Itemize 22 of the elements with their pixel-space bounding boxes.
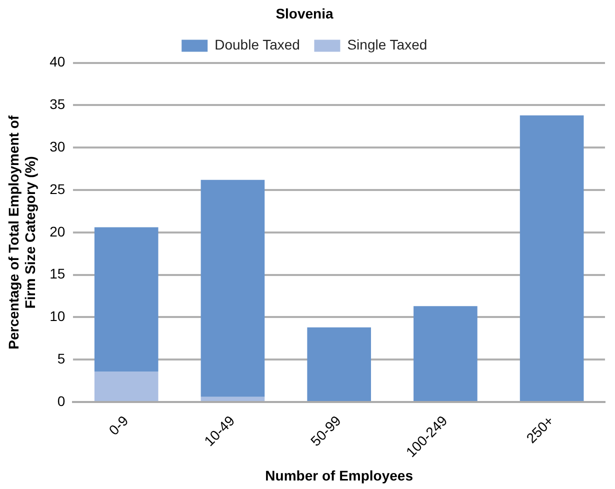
chart-title: Slovenia	[276, 5, 334, 22]
bar	[94, 371, 158, 401]
y-tick-label: 20	[50, 223, 66, 240]
y-tick-label: 0	[57, 392, 66, 409]
bar	[520, 115, 584, 401]
x-tick-label: 0-9	[106, 412, 132, 438]
y-tick-label: 25	[50, 180, 66, 197]
y-tick-label: 5	[57, 350, 66, 366]
bar	[94, 227, 158, 372]
bar	[414, 306, 478, 401]
bar	[307, 327, 371, 401]
y-axis-title: Percentage of Total Employment of Firm Size Category (%)	[5, 115, 38, 350]
x-axis-title: Number of Employees	[265, 467, 414, 484]
y-tick-label: 35	[50, 96, 66, 112]
bar	[200, 180, 265, 397]
legend-label: Double Taxed	[214, 36, 300, 53]
y-tick-label: 15	[50, 266, 66, 282]
bar	[200, 396, 265, 401]
y-tick-label: 10	[50, 308, 66, 324]
legend-label: Single Taxed	[347, 36, 428, 53]
y-tick-label: 40	[50, 54, 66, 70]
y-tick-label: 30	[50, 138, 66, 154]
